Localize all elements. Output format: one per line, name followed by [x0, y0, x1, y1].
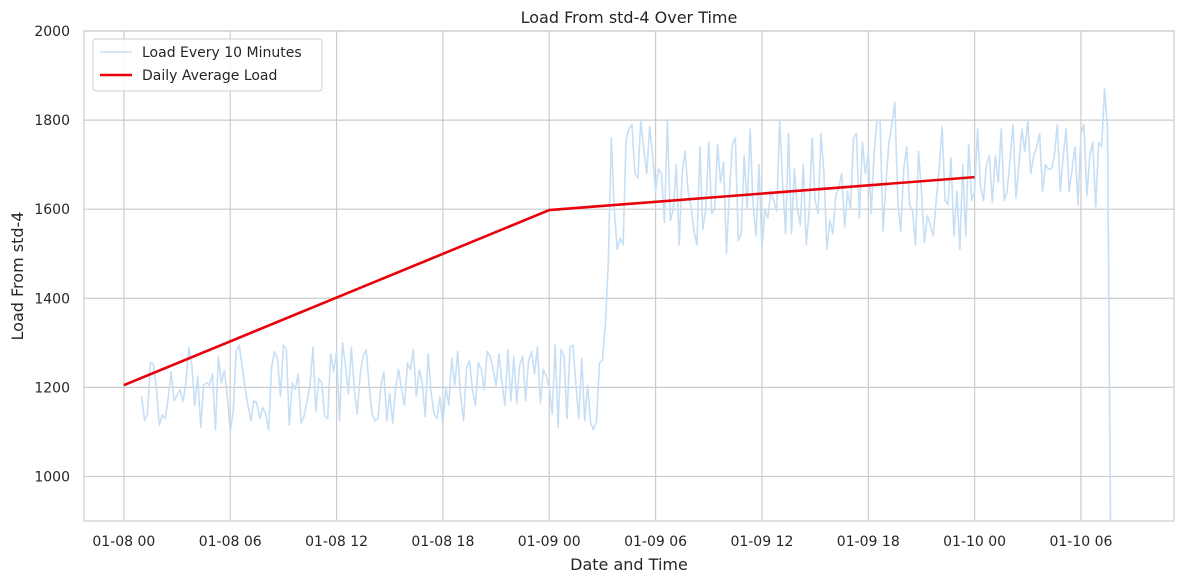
- x-tick-label: 01-08 00: [92, 534, 155, 550]
- legend-box: [92, 38, 323, 92]
- series-line-load-every-10-minutes: [140, 88, 1112, 522]
- y-tick-label: 1600: [34, 202, 70, 218]
- x-tick-label: 01-09 06: [624, 534, 687, 550]
- x-axis-label: Date and Time: [570, 555, 688, 574]
- x-tick-label: 01-08 06: [199, 534, 262, 550]
- x-tick-label: 01-09 18: [837, 534, 900, 550]
- x-tick-label: 01-10 06: [1049, 534, 1112, 550]
- y-tick-labels: 1000 1200 1400 1600 1800 2000: [34, 24, 70, 485]
- y-axis-label: Load From std-4: [8, 212, 27, 341]
- x-gridlines: [123, 31, 1082, 521]
- y-tick-label: 1400: [34, 291, 70, 307]
- x-tick-label: 01-08 12: [305, 534, 368, 550]
- x-tick-label: 01-09 00: [518, 534, 581, 550]
- x-tick-label: 01-08 18: [411, 534, 474, 550]
- plot-frame: [83, 30, 1175, 522]
- y-tick-label: 1200: [34, 380, 70, 396]
- legend-label-daily-average-load: Daily Average Load: [142, 68, 277, 84]
- y-tick-label: 2000: [34, 24, 70, 40]
- legend: Load Every 10 Minutes Daily Average Load: [92, 38, 323, 92]
- x-tick-labels: 01-08 00 01-08 06 01-08 12 01-08 18 01-09 00…: [92, 534, 1112, 550]
- series-layer: [123, 88, 1112, 522]
- y-tick-label: 1800: [34, 113, 70, 129]
- y-tick-label: 1000: [34, 469, 70, 485]
- x-tick-label: 01-10 00: [943, 534, 1006, 550]
- x-tick-label: 01-09 12: [730, 534, 793, 550]
- legend-label-load-every-10-minutes: Load Every 10 Minutes: [142, 45, 302, 61]
- series-line-daily-average-load: [123, 175, 975, 387]
- chart-title: Load From std-4 Over Time: [521, 8, 738, 27]
